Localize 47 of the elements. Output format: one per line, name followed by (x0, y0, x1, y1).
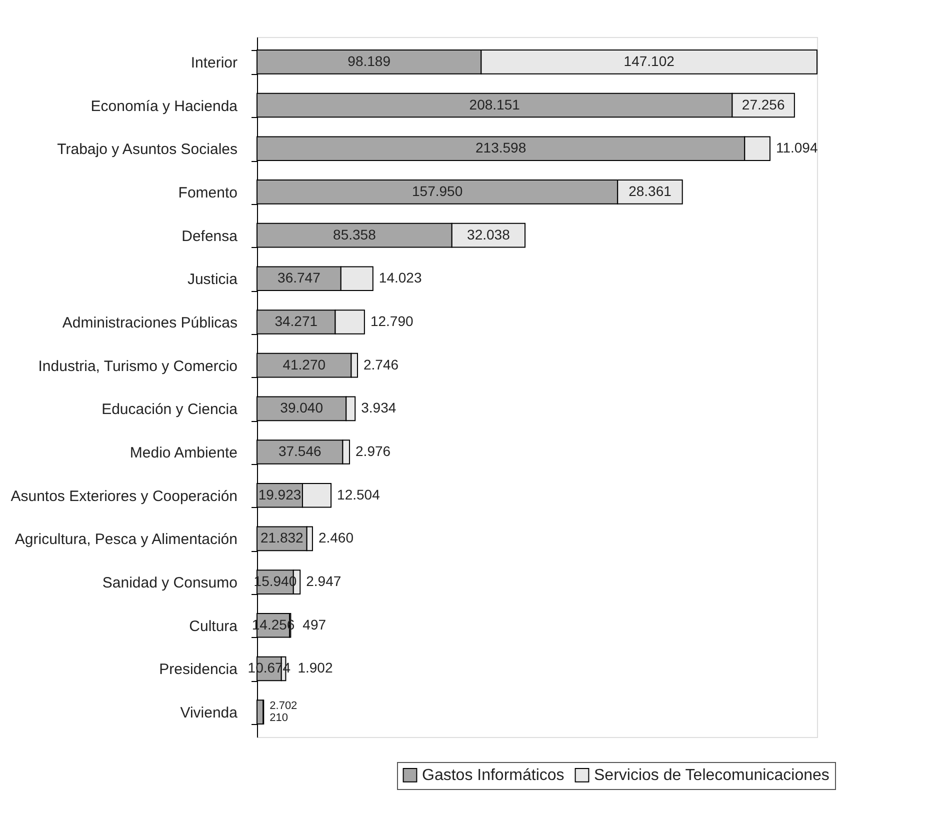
data-label: 36.747 (278, 270, 321, 286)
y-tick-label: Administraciones Públicas (62, 314, 238, 332)
data-label: 32.038 (467, 226, 510, 242)
y-tick-label: Defensa (182, 228, 238, 245)
data-label: 27.256 (742, 96, 785, 112)
data-label: 3.934 (361, 400, 396, 416)
y-tick-label: Educación y Ciencia (102, 401, 238, 418)
data-label: 98.189 (348, 52, 391, 69)
y-tick-label: Cultura (189, 618, 238, 635)
y-tick-label: Trabajo y Asuntos Sociales (57, 141, 238, 158)
y-tick-label: Economía y Hacienda (90, 98, 238, 115)
y-tick-label: Vivienda (180, 704, 238, 722)
y-tick-label: Sanidad y Consumo (102, 574, 238, 592)
data-label: 213.598 (476, 140, 526, 156)
legend-label: Servicios de Telecomunicaciones (594, 767, 830, 784)
data-label: 21.832 (260, 530, 304, 546)
y-tick-label: Justicia (187, 271, 238, 288)
data-label: 39.040 (280, 400, 324, 416)
data-label: 2.746 (363, 356, 399, 372)
data-label: 19.923 (258, 486, 302, 502)
data-label: 2.460 (318, 530, 354, 546)
data-label: 11.094 (776, 140, 818, 156)
y-tick-label: Industria, Turismo y Comercio (38, 358, 238, 375)
data-label: 2.702 (270, 700, 298, 712)
data-label: 12.790 (370, 312, 414, 329)
data-label: 37.546 (278, 443, 322, 460)
data-label: 12.504 (337, 486, 380, 502)
data-label: 2.976 (356, 443, 391, 460)
data-label: 497 (302, 616, 326, 632)
data-label: 157.950 (412, 182, 463, 199)
y-tick-label: Fomento (178, 184, 238, 202)
legend-label: Gastos Informáticos (422, 767, 564, 784)
data-label: 14.023 (378, 270, 422, 286)
data-label: 210 (270, 712, 288, 724)
data-label: 208.151 (469, 96, 520, 112)
data-label: 1.902 (298, 660, 333, 676)
y-tick-label: Agricultura, Pesca y Alimentación (14, 531, 238, 548)
data-label: 28.361 (628, 182, 672, 199)
data-label: 147.102 (624, 52, 675, 69)
data-label: 2.947 (306, 573, 342, 590)
data-label: 85.358 (333, 226, 376, 242)
y-tick-label: Asuntos Exteriores y Cooperación (10, 488, 238, 505)
y-tick-label: Medio Ambiente (130, 444, 238, 462)
data-label: 34.271 (274, 312, 318, 329)
y-tick-label: Presidencia (159, 661, 238, 678)
y-tick-label: Interior (190, 54, 238, 72)
data-label: 41.270 (282, 356, 326, 372)
